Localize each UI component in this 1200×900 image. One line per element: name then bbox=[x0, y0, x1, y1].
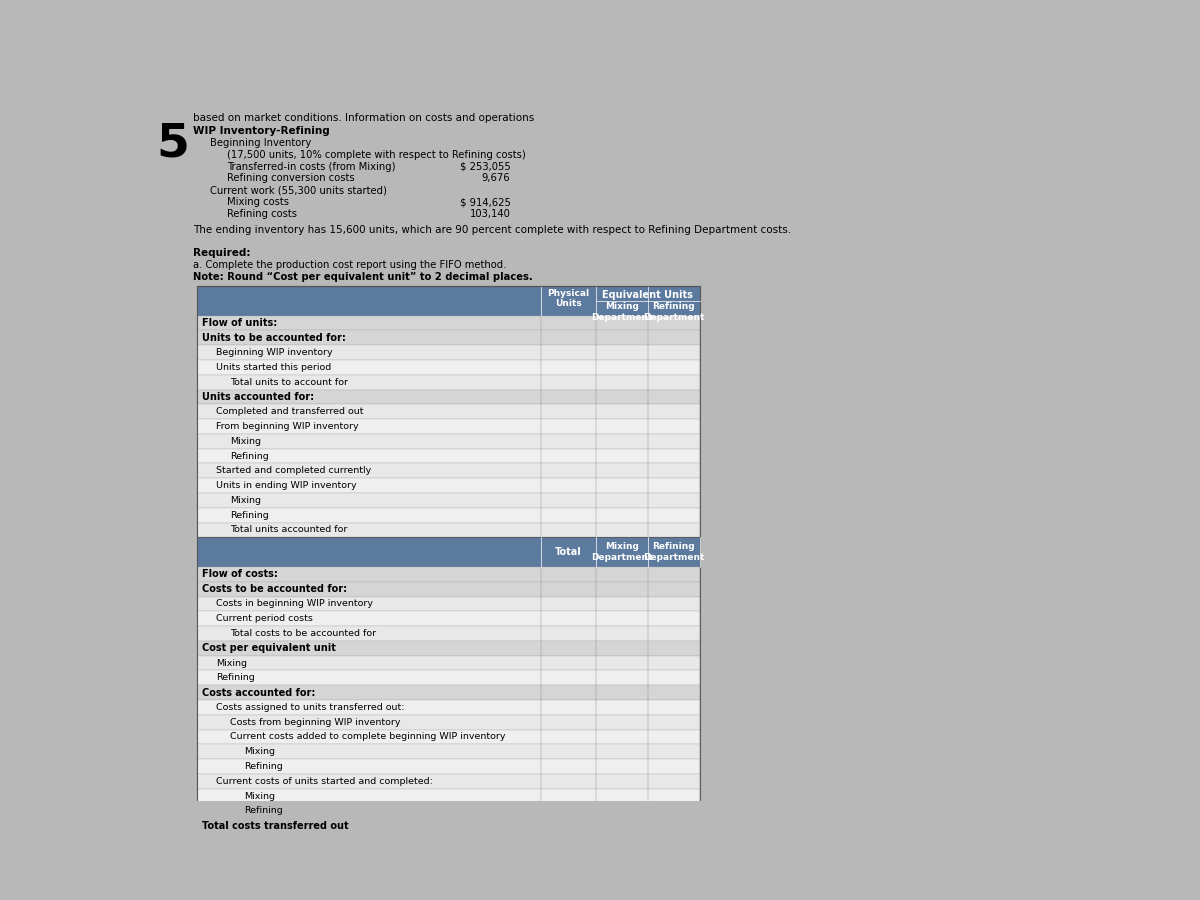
Text: Costs accounted for:: Costs accounted for: bbox=[202, 688, 316, 698]
Text: based on market conditions. Information on costs and operations: based on market conditions. Information … bbox=[193, 113, 534, 123]
Bar bbox=[197, 760, 701, 774]
Text: Mixing costs: Mixing costs bbox=[227, 197, 289, 207]
Bar bbox=[197, 360, 701, 374]
Bar bbox=[197, 730, 701, 744]
Text: Costs to be accounted for:: Costs to be accounted for: bbox=[202, 584, 347, 594]
Text: Total units accounted for: Total units accounted for bbox=[230, 526, 347, 535]
Bar bbox=[197, 715, 701, 730]
Text: (17,500 units, 10% complete with respect to Refining costs): (17,500 units, 10% complete with respect… bbox=[227, 149, 526, 159]
Bar bbox=[197, 700, 701, 715]
Text: Units to be accounted for:: Units to be accounted for: bbox=[202, 333, 346, 343]
Bar bbox=[197, 419, 701, 434]
Text: Mixing: Mixing bbox=[244, 747, 275, 756]
Text: Total costs to be accounted for: Total costs to be accounted for bbox=[230, 629, 376, 638]
Text: Note: Round “Cost per equivalent unit” to 2 decimal places.: Note: Round “Cost per equivalent unit” t… bbox=[193, 272, 533, 282]
Text: Current costs of units started and completed:: Current costs of units started and compl… bbox=[216, 777, 433, 786]
Text: a. Complete the production cost report using the FIFO method.: a. Complete the production cost report u… bbox=[193, 260, 506, 270]
Text: $ 253,055: $ 253,055 bbox=[460, 161, 510, 172]
Bar bbox=[197, 744, 701, 760]
Text: Mixing: Mixing bbox=[230, 436, 260, 446]
Bar bbox=[197, 670, 701, 685]
Text: Refining: Refining bbox=[216, 673, 254, 682]
Bar bbox=[197, 774, 701, 788]
Bar bbox=[197, 788, 701, 804]
Bar bbox=[197, 493, 701, 508]
Text: 5: 5 bbox=[156, 122, 190, 166]
Bar bbox=[197, 316, 701, 330]
Text: Refining: Refining bbox=[230, 510, 269, 519]
Bar bbox=[197, 374, 701, 390]
Bar bbox=[197, 626, 701, 641]
Text: 103,140: 103,140 bbox=[469, 210, 510, 220]
Text: Cost per equivalent unit: Cost per equivalent unit bbox=[202, 644, 336, 653]
Text: Mixing: Mixing bbox=[244, 792, 275, 801]
Text: Refining
Department: Refining Department bbox=[643, 543, 704, 562]
Bar bbox=[197, 390, 701, 404]
Text: Total: Total bbox=[556, 547, 582, 557]
Text: Started and completed currently: Started and completed currently bbox=[216, 466, 371, 475]
Text: From beginning WIP inventory: From beginning WIP inventory bbox=[216, 422, 359, 431]
Text: Units accounted for:: Units accounted for: bbox=[202, 392, 314, 402]
Bar bbox=[197, 449, 701, 464]
Text: The ending inventory has 15,600 units, which are 90 percent complete with respec: The ending inventory has 15,600 units, w… bbox=[193, 225, 791, 235]
Text: Refining: Refining bbox=[230, 452, 269, 461]
Bar bbox=[197, 346, 701, 360]
Text: Costs assigned to units transferred out:: Costs assigned to units transferred out: bbox=[216, 703, 404, 712]
Text: Beginning WIP inventory: Beginning WIP inventory bbox=[216, 348, 332, 357]
Text: Required:: Required: bbox=[193, 248, 250, 258]
Bar bbox=[197, 523, 701, 537]
Text: Current costs added to complete beginning WIP inventory: Current costs added to complete beginnin… bbox=[230, 733, 505, 742]
Text: Mixing: Mixing bbox=[216, 659, 247, 668]
Bar bbox=[197, 641, 701, 656]
Text: Mixing
Department: Mixing Department bbox=[590, 543, 653, 562]
Bar bbox=[197, 508, 701, 523]
Text: Units in ending WIP inventory: Units in ending WIP inventory bbox=[216, 482, 356, 490]
Text: Units started this period: Units started this period bbox=[216, 363, 331, 372]
Bar bbox=[197, 434, 701, 449]
Text: $ 914,625: $ 914,625 bbox=[460, 197, 510, 207]
Text: Refining: Refining bbox=[244, 762, 282, 771]
Bar bbox=[197, 330, 701, 346]
Text: Mixing: Mixing bbox=[230, 496, 260, 505]
Text: 9,676: 9,676 bbox=[481, 174, 510, 184]
Bar bbox=[197, 286, 701, 833]
Text: Physical
Units: Physical Units bbox=[547, 289, 589, 308]
Bar bbox=[197, 597, 701, 611]
Text: Current period costs: Current period costs bbox=[216, 614, 313, 623]
Bar bbox=[197, 611, 701, 626]
Text: Costs in beginning WIP inventory: Costs in beginning WIP inventory bbox=[216, 599, 373, 608]
Text: Completed and transferred out: Completed and transferred out bbox=[216, 407, 364, 416]
Text: Refining
Department: Refining Department bbox=[643, 302, 704, 321]
Bar bbox=[197, 478, 701, 493]
Bar bbox=[197, 404, 701, 419]
Bar bbox=[197, 537, 701, 567]
Bar bbox=[197, 804, 701, 818]
Text: Costs from beginning WIP inventory: Costs from beginning WIP inventory bbox=[230, 717, 401, 726]
Bar bbox=[197, 464, 701, 478]
Text: Transferred-in costs (from Mixing): Transferred-in costs (from Mixing) bbox=[227, 161, 395, 172]
Text: Mixing
Department: Mixing Department bbox=[590, 302, 653, 321]
Bar bbox=[197, 286, 701, 316]
Text: Total costs transferred out: Total costs transferred out bbox=[202, 821, 348, 831]
Text: WIP Inventory-Refining: WIP Inventory-Refining bbox=[193, 126, 329, 136]
Text: Flow of units:: Flow of units: bbox=[202, 318, 277, 328]
Bar bbox=[197, 581, 701, 597]
Text: Total units to account for: Total units to account for bbox=[230, 378, 348, 387]
Bar bbox=[197, 567, 701, 581]
Text: Flow of costs:: Flow of costs: bbox=[202, 570, 278, 580]
Bar bbox=[197, 656, 701, 670]
Bar bbox=[197, 685, 701, 700]
Text: Refining costs: Refining costs bbox=[227, 210, 296, 220]
Text: Equivalent Units: Equivalent Units bbox=[602, 291, 694, 301]
Text: Refining: Refining bbox=[244, 806, 282, 815]
Text: Refining conversion costs: Refining conversion costs bbox=[227, 174, 354, 184]
Text: Current work (55,300 units started): Current work (55,300 units started) bbox=[210, 185, 386, 195]
Text: Beginning Inventory: Beginning Inventory bbox=[210, 138, 311, 148]
Bar bbox=[197, 818, 701, 833]
